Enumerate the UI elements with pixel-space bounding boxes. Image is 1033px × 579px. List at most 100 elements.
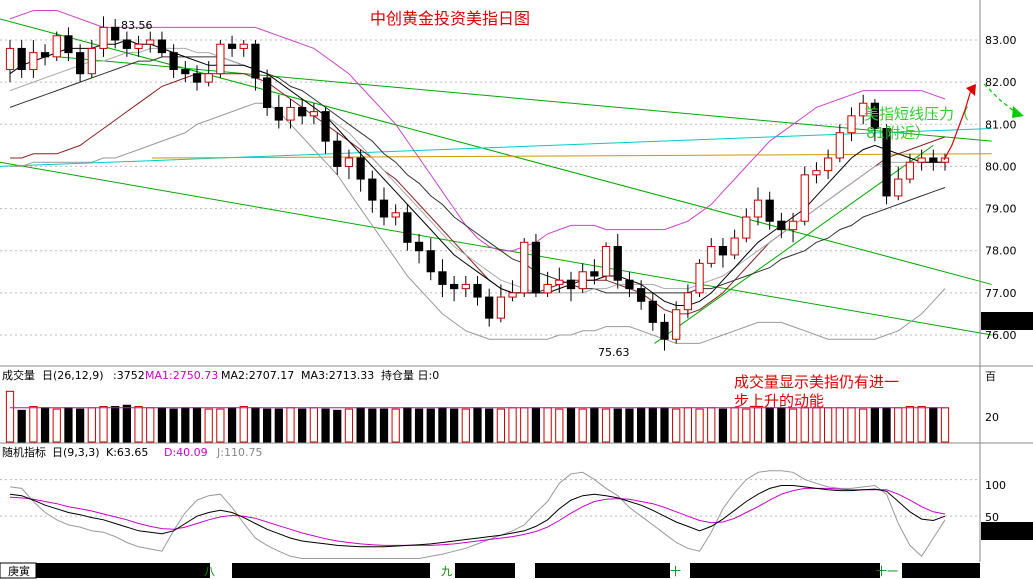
volume-bar	[426, 408, 435, 443]
direction-arrows	[943, 83, 1024, 161]
volume-header: 成交量 日(26,12,9) :3752 MA1:2750.73 MA2:270…	[2, 368, 439, 382]
volume-bar	[707, 407, 716, 443]
volume-bar	[660, 407, 669, 443]
price-tick-label: 80.00	[985, 160, 1017, 173]
kdj-j-line	[9, 470, 946, 559]
volume-bar	[438, 407, 447, 443]
candle-body	[613, 246, 622, 281]
date-bar: 庚寅 八 九 十 十一	[0, 562, 980, 579]
volume-note-line2: 步上升的动能	[734, 392, 824, 410]
volume-bar	[274, 408, 283, 443]
volume-value: :3752	[113, 369, 145, 382]
volume-bar	[637, 407, 646, 443]
candle-body	[368, 178, 377, 201]
date-bar-segment	[690, 563, 880, 578]
volume-bar	[812, 407, 821, 443]
volume-bar	[309, 407, 318, 443]
candle-body	[263, 77, 272, 108]
volume-bar	[531, 407, 541, 443]
date-label: 八	[204, 565, 215, 578]
candle-body	[835, 132, 844, 159]
volume-bar	[940, 407, 950, 443]
candle-body	[578, 271, 587, 290]
candle-body	[204, 73, 213, 83]
volume-bar	[578, 408, 587, 443]
trendline	[151, 153, 992, 159]
price-title: 中创黄金投资美指日图	[370, 9, 530, 28]
volume-bar	[379, 408, 389, 443]
volume-bar	[52, 408, 61, 443]
volume-bar	[263, 408, 272, 443]
volume-bar	[777, 407, 786, 443]
candle-body	[239, 43, 248, 49]
volume-bar	[134, 406, 143, 443]
candle-body	[450, 283, 459, 290]
volume-bar	[216, 408, 225, 443]
candle-body	[298, 106, 307, 117]
volume-bar	[859, 408, 868, 443]
trendline	[0, 18, 992, 285]
down-arrow-line	[983, 83, 1016, 113]
candle-body	[473, 283, 482, 298]
volume-bar	[566, 407, 576, 443]
volume-ma1: MA1:2750.73	[145, 369, 218, 382]
moving-average-slow-line	[9, 56, 946, 294]
price-high-label: 83.56	[121, 19, 153, 32]
kdj-k-line	[9, 485, 946, 548]
volume-bar	[824, 407, 833, 443]
volume-bar	[894, 407, 903, 443]
volume-bar	[368, 408, 377, 443]
kdj-axis-tick-50: 50	[985, 511, 999, 524]
candle-body	[753, 199, 763, 218]
date-label-box	[0, 562, 37, 579]
volume-bar	[543, 407, 552, 443]
candle-body	[812, 170, 821, 176]
candle-body	[52, 35, 61, 58]
volume-bar	[450, 408, 459, 443]
resistance-note-line1: 美指短线压力（	[864, 105, 969, 123]
price-tick-label: 76.00	[985, 329, 1017, 342]
volume-open-interest: 持仓量 日:0	[381, 368, 439, 382]
candle-body	[309, 111, 318, 117]
candle-body	[344, 157, 354, 167]
candle-body	[929, 157, 938, 163]
candle-body	[648, 300, 657, 323]
candle-body	[251, 43, 260, 79]
candle-body	[169, 52, 178, 70]
price-candles	[5, 16, 950, 351]
candle-body	[29, 52, 38, 70]
volume-bar	[239, 406, 248, 443]
volume-bar	[695, 408, 704, 443]
date-label: 庚寅	[8, 564, 30, 578]
volume-name: 成交量	[2, 368, 35, 382]
candle-body	[379, 199, 389, 218]
volume-bar	[227, 407, 237, 443]
volume-bar	[122, 404, 131, 443]
volume-bar	[718, 408, 728, 443]
volume-period: 日(26,12,9)	[42, 369, 104, 382]
date-bar-segment	[0, 563, 210, 578]
volume-bar	[192, 407, 202, 443]
volume-bar	[601, 408, 611, 443]
volume-ma2: MA2:2707.17	[221, 369, 294, 382]
candle-body	[64, 35, 73, 54]
trendline	[58, 56, 992, 142]
candle-body	[601, 246, 611, 277]
up-arrow-line	[943, 89, 972, 161]
volume-bar	[485, 408, 494, 443]
volume-bar	[64, 407, 73, 443]
candle-body	[134, 43, 143, 49]
candle-body	[788, 220, 798, 231]
candle-body	[99, 26, 108, 49]
price-tick-label: 77.00	[985, 287, 1017, 300]
date-bar-segment	[902, 563, 980, 578]
volume-bar	[87, 407, 96, 443]
volume-axis-unit: 百	[985, 370, 996, 383]
volume-bar	[496, 408, 505, 443]
volume-bar	[882, 407, 891, 443]
candle-body	[146, 39, 155, 45]
candle-body	[438, 271, 447, 285]
date-label: 九	[441, 565, 452, 578]
candle-body	[625, 279, 634, 290]
